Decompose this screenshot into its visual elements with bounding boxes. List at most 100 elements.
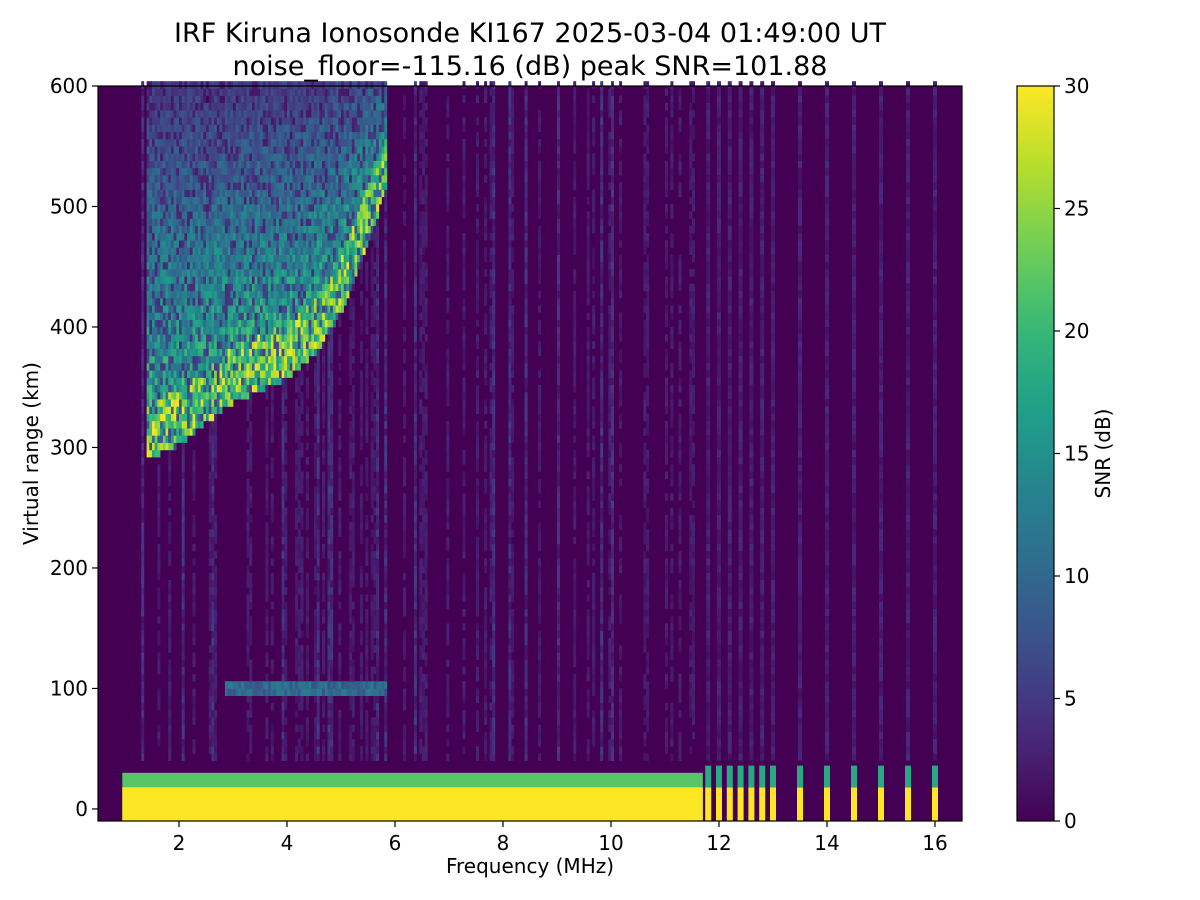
heatmap-cell (357, 240, 361, 248)
heatmap-cell (249, 290, 253, 299)
heatmap-cell (322, 233, 326, 241)
heatmap-cell (281, 370, 285, 378)
heatmap-cell (270, 305, 274, 313)
heatmap-cell (324, 189, 328, 198)
heatmap-cell (276, 218, 280, 226)
heatmap-cell (305, 645, 309, 653)
heatmap-cell (314, 515, 317, 523)
heatmap-cell (257, 319, 261, 328)
heatmap-cell (351, 139, 355, 147)
heatmap-cell (343, 167, 347, 176)
heatmap-cell (281, 551, 285, 559)
heatmap-cell (146, 399, 150, 407)
heatmap-cell (297, 225, 301, 234)
heatmap-cell (141, 717, 145, 725)
heatmap-cell (273, 182, 277, 190)
heatmap-cell (208, 305, 212, 313)
heatmap-cell (276, 312, 280, 320)
heatmap-cell (203, 406, 207, 414)
heatmap-cell (195, 240, 199, 248)
heatmap-cell (319, 124, 323, 133)
heatmap-cell (297, 536, 301, 545)
heatmap-cell (227, 110, 231, 118)
heatmap-cell (295, 240, 299, 248)
heatmap-cell (238, 269, 242, 277)
heatmap-cell (203, 348, 207, 357)
heatmap-cell (230, 341, 234, 349)
heatmap-cell (330, 305, 334, 313)
heatmap-cell (176, 146, 180, 154)
heatmap-cell (311, 131, 315, 140)
heatmap-cell (162, 377, 166, 386)
heatmap-cell (373, 298, 377, 306)
heatmap-cell (276, 81, 280, 89)
heatmap-cell (297, 175, 301, 183)
heatmap-cell (165, 377, 169, 386)
heatmap-cell (203, 182, 207, 190)
heatmap-cell (262, 95, 266, 104)
heatmap-cell (141, 739, 145, 747)
heatmap-cell (246, 81, 250, 89)
heatmap-cell (327, 312, 331, 320)
heatmap-cell (349, 298, 353, 306)
heatmap-cell (270, 688, 274, 696)
heatmap-cell (246, 522, 250, 530)
heatmap-cell (208, 254, 212, 263)
heatmap-cell (146, 254, 150, 263)
heatmap-cell (249, 88, 253, 96)
heatmap-cell (346, 139, 350, 147)
heatmap-cell (203, 247, 207, 255)
heatmap-cell (184, 153, 188, 161)
heatmap-cell (297, 457, 301, 465)
heatmap-cell (311, 688, 315, 696)
heatmap-cell (208, 189, 212, 198)
heatmap-cell (308, 319, 312, 328)
heatmap-cell (305, 681, 309, 689)
heatmap-cell (165, 341, 169, 349)
heatmap-cell (297, 558, 301, 566)
heatmap-cell (314, 305, 317, 313)
heatmap-cell (249, 695, 253, 704)
heatmap-cell (322, 630, 326, 639)
heatmap-cell (354, 153, 358, 161)
heatmap-cell (214, 522, 218, 530)
heatmap-cell (222, 95, 226, 104)
heatmap-cell (168, 189, 172, 198)
heatmap-cell (316, 153, 320, 161)
heatmap-cell (297, 370, 301, 378)
heatmap-cell (189, 88, 193, 96)
heatmap-cell (157, 312, 161, 320)
heatmap-cell (330, 225, 334, 234)
heatmap-cell (200, 139, 204, 147)
heatmap-cell (297, 659, 301, 667)
heatmap-cell (373, 189, 377, 198)
heatmap-cell (170, 95, 174, 104)
heatmap-cell (251, 240, 255, 248)
heatmap-cell (168, 153, 172, 161)
heatmap-cell (338, 167, 342, 176)
heatmap-cell (211, 363, 215, 371)
heatmap-cell (146, 153, 150, 161)
heatmap-cell (359, 240, 363, 248)
heatmap-cell (235, 247, 239, 255)
heatmap-cell (330, 233, 334, 241)
heatmap-cell (149, 254, 153, 263)
heatmap-cell (189, 254, 193, 263)
heatmap-cell (300, 515, 304, 523)
heatmap-cell (208, 608, 212, 617)
heatmap-cell (211, 247, 215, 255)
heatmap-cell (146, 428, 150, 436)
heatmap-cell (214, 319, 218, 328)
heatmap-cell (157, 348, 161, 357)
heatmap-cell (168, 594, 172, 602)
heatmap-cell (268, 240, 272, 248)
heatmap-cell (338, 334, 342, 342)
heatmap-cell (305, 305, 309, 313)
heatmap-cell (208, 196, 212, 205)
heatmap-cell (297, 182, 301, 190)
heatmap-cell (146, 449, 150, 458)
heatmap-cell (249, 558, 253, 566)
heatmap-cell (181, 392, 185, 400)
heatmap-cell (370, 290, 374, 299)
heatmap-cell (257, 298, 261, 306)
